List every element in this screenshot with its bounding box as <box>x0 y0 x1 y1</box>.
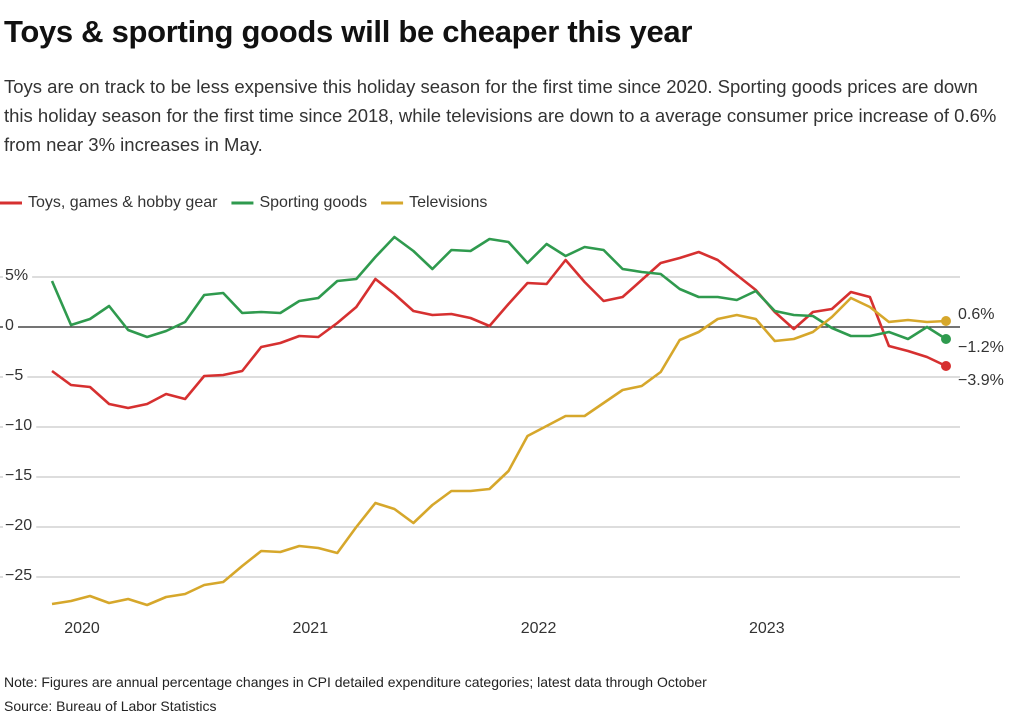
y-tick-label: −10 <box>5 417 32 434</box>
series-line <box>51 250 947 410</box>
source: Source: Bureau of Labor Statistics <box>4 698 217 714</box>
label-bg <box>3 517 37 535</box>
x-tick-label: 2020 <box>64 620 100 637</box>
label-bg <box>3 467 37 485</box>
series-line <box>51 296 947 607</box>
label-bg <box>3 417 37 435</box>
x-tick-label: 2021 <box>293 620 329 637</box>
y-tick-label: −20 <box>5 517 32 534</box>
chart-subtitle: Toys are on track to be less expensive t… <box>4 76 997 155</box>
label-bg <box>3 317 18 335</box>
label-bg <box>3 367 28 385</box>
chart: 5% 0 −5 −10 −15 −20 −25 2020 2021 2022 2023 Toys, g… <box>0 194 1004 637</box>
y-tick-label: −15 <box>5 467 32 484</box>
legend-label: Televisions <box>409 194 487 211</box>
label-bg <box>3 567 37 585</box>
y-tick-label: 5% <box>5 267 28 284</box>
end-label: 0.6% <box>958 306 994 323</box>
x-tick-label: 2022 <box>521 620 557 637</box>
end-point <box>941 361 951 371</box>
end-label: −1.2% <box>958 339 1004 356</box>
legend-label: Toys, games & hobby gear <box>28 194 218 211</box>
end-point <box>941 316 951 326</box>
chart-title: Toys & sporting goods will be cheaper th… <box>4 14 693 49</box>
x-tick-label: 2023 <box>749 620 785 637</box>
legend-label: Sporting goods <box>259 194 367 211</box>
end-label: −3.9% <box>958 372 1004 389</box>
note: Note: Figures are annual percentage chan… <box>4 674 707 690</box>
y-tick-label: −5 <box>5 367 23 384</box>
label-bg <box>3 267 33 285</box>
y-tick-label: 0 <box>5 317 14 334</box>
y-tick-label: −25 <box>5 567 32 584</box>
end-point <box>941 334 951 344</box>
series-line <box>50 235 947 341</box>
